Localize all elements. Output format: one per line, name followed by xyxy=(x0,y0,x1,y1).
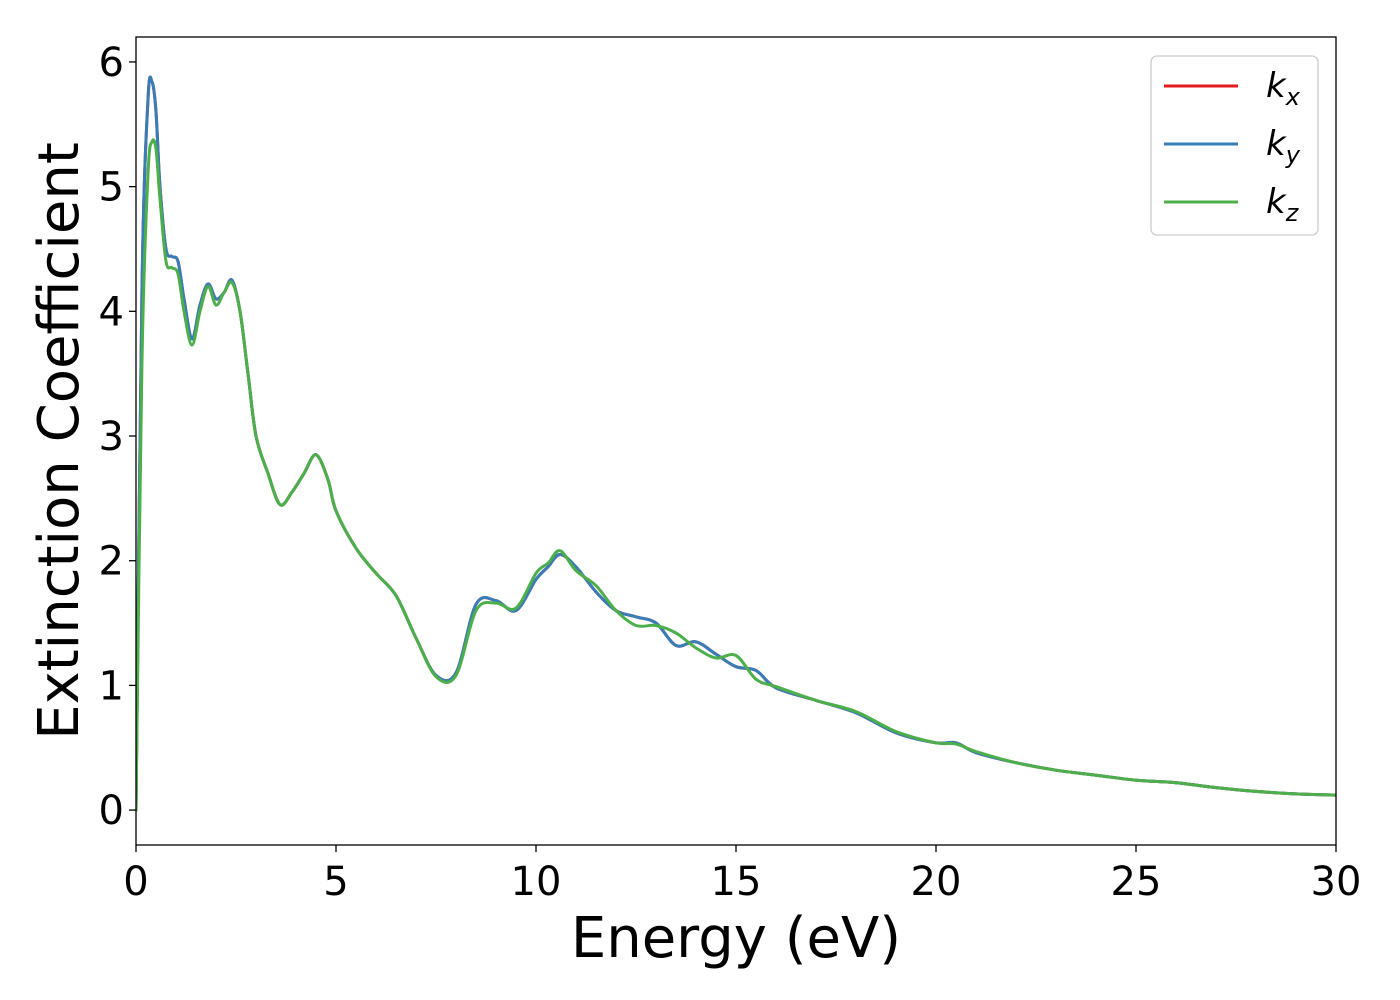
x-tick-label: 15 xyxy=(711,859,762,905)
legend-label-main: k xyxy=(1266,66,1287,106)
legend-label-subscript: x xyxy=(1285,83,1301,111)
legend-label: ky xyxy=(1266,124,1301,169)
y-tick-label: 1 xyxy=(99,663,124,709)
y-tick-label: 6 xyxy=(99,40,124,86)
x-tick-label: 30 xyxy=(1311,859,1362,905)
series-line-kz xyxy=(136,138,1336,812)
legend-label-subscript: z xyxy=(1285,199,1300,227)
plot-area xyxy=(136,75,1336,812)
x-tick-label: 25 xyxy=(1111,859,1162,905)
y-tick-label: 0 xyxy=(99,788,124,834)
axis-ticks: 0 5 10 15 20 25 30 0 1 2 3 4 5 6 xyxy=(99,40,1362,905)
x-axis-label: Energy (eV) xyxy=(571,906,901,971)
x-tick-label: 20 xyxy=(911,859,962,905)
legend-label-main: k xyxy=(1266,124,1287,164)
legend-label-subscript: y xyxy=(1285,141,1301,169)
x-tick-label: 10 xyxy=(511,859,562,905)
y-tick-label: 4 xyxy=(99,289,124,335)
legend-label: kz xyxy=(1266,182,1300,227)
x-tick-label: 0 xyxy=(123,859,148,905)
axes-frame xyxy=(135,36,1337,846)
legend-label-main: k xyxy=(1266,182,1287,222)
y-tick-label: 2 xyxy=(99,539,124,585)
x-tick-label: 5 xyxy=(323,859,348,905)
legend-label: kx xyxy=(1266,66,1301,111)
y-axis-label: Extinction Coefficient xyxy=(27,142,92,740)
y-tick-label: 3 xyxy=(99,414,124,460)
y-tick-label: 5 xyxy=(99,165,124,211)
